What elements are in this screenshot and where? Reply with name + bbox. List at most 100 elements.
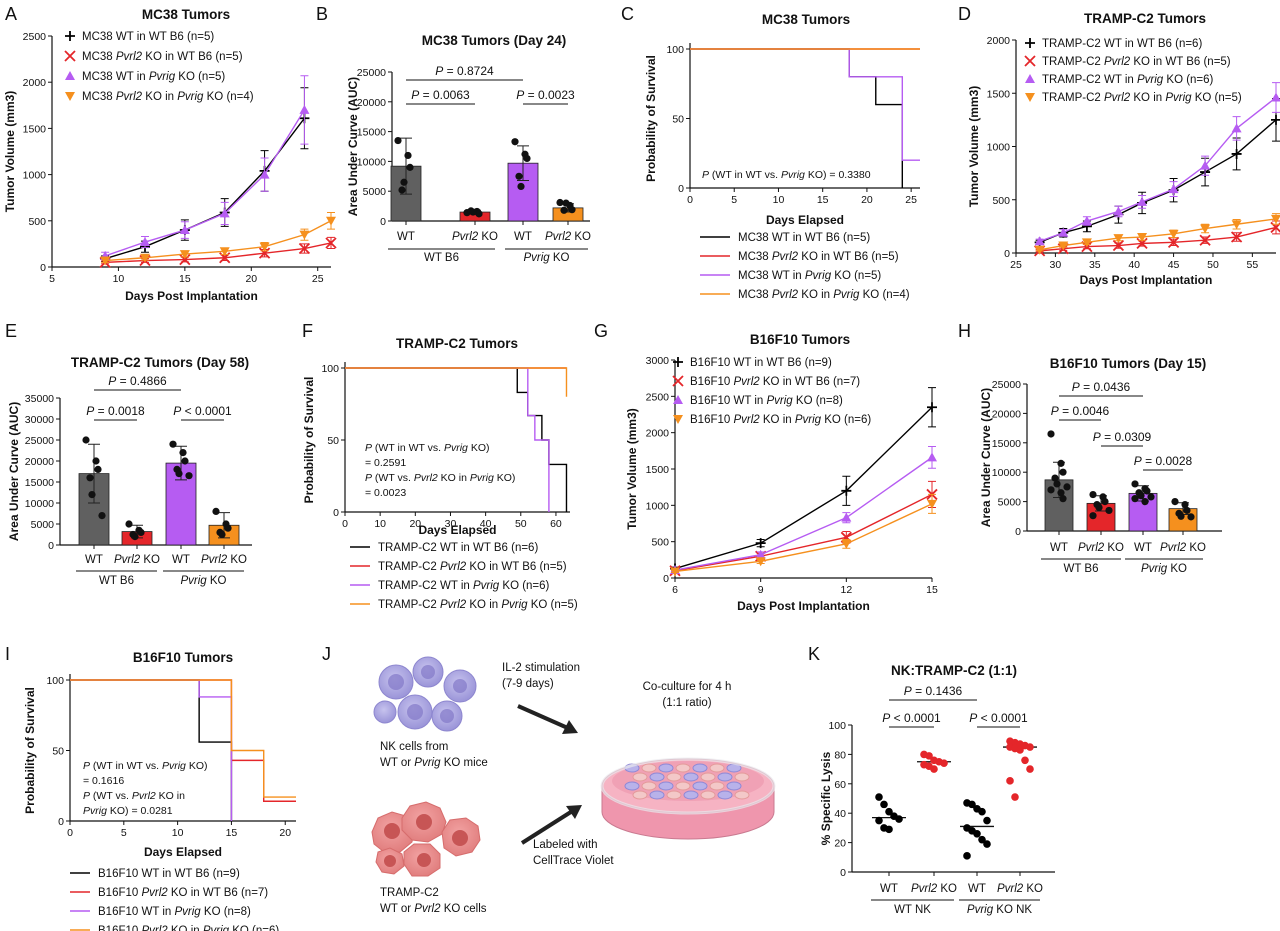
y-tick-label: 25000	[25, 435, 54, 447]
data-point	[1171, 498, 1179, 506]
y-axis-label: Probability of Survival	[644, 55, 658, 182]
dish-cell	[683, 772, 699, 782]
y-axis-label: Tumor Volume (mm3)	[3, 91, 17, 213]
legend-entry: TRAMP-C2 WT in Pvrig KO (n=6)	[1042, 74, 1214, 86]
chart-title: TRAMP-C2 Tumors	[396, 336, 518, 351]
data-point	[1199, 234, 1211, 246]
y-tick-label: 20000	[25, 456, 54, 468]
p-value-label: P = 0.0018	[86, 404, 145, 418]
y-tick-label: 20	[834, 838, 846, 850]
y-axis-label: Area Under Curve (AUC)	[7, 402, 21, 541]
legend-marker	[673, 415, 683, 424]
dish-cell	[641, 763, 657, 773]
x-axis-label: Days Post Implantation	[737, 599, 870, 613]
y-tick-label: 100	[46, 675, 64, 687]
x-tick-label: 10	[773, 194, 785, 206]
x-tick-label: 25	[905, 194, 917, 206]
dish-cell	[709, 781, 725, 791]
annotation: P (WT in WT vs. Pvrig KO) = 0.3380	[702, 169, 871, 181]
p-value-label: P < 0.0001	[173, 404, 232, 418]
y-tick-label: 1500	[23, 123, 47, 135]
category-label: WT	[880, 883, 898, 895]
dish-cell	[632, 772, 648, 782]
legend-entry: MC38 WT in WT B6 (n=5)	[82, 31, 214, 43]
data-point	[1137, 233, 1148, 243]
data-point	[404, 151, 412, 160]
data-point	[140, 237, 150, 247]
panel-label-f: F	[302, 321, 313, 341]
y-tick-label: 0	[678, 183, 684, 195]
data-point	[670, 567, 680, 577]
data-point	[475, 210, 483, 218]
annotation: Pvrig KO) = 0.0281	[83, 805, 173, 817]
data-point	[1271, 92, 1280, 102]
x-tick-label: 20	[245, 273, 257, 285]
legend-entry: MC38 WT in WT B6 (n=5)	[738, 232, 870, 244]
legend-entry: B16F10 WT in WT B6 (n=9)	[690, 357, 832, 369]
y-tick-label: 0	[1015, 526, 1021, 538]
legend-entry: B16F10 WT in Pvrig KO (n=8)	[690, 395, 843, 407]
labeled-line1: Labeled with	[533, 839, 598, 851]
data-point	[1058, 227, 1069, 237]
data-point	[1231, 123, 1242, 133]
y-tick-label: 15000	[25, 477, 54, 489]
category-label: WT	[968, 883, 986, 895]
survival-curve	[345, 367, 568, 512]
data-point	[927, 402, 937, 413]
data-point	[259, 169, 270, 179]
chart-title: B16F10 Tumors (Day 15)	[1050, 356, 1207, 371]
data-point	[299, 230, 310, 240]
y-tick-label: 1500	[987, 88, 1011, 100]
series-line	[104, 109, 306, 257]
data-point	[1231, 220, 1242, 230]
x-tick-label: 5	[731, 194, 737, 206]
data-point	[885, 807, 893, 816]
data-point	[299, 104, 310, 114]
x-tick-label: 5	[121, 827, 127, 839]
chart-k: NK:TRAMP-C2 (1:1) 0 20 40 60 80 100 % Specific …	[819, 663, 1055, 916]
legend-entry: B16F10 Pvrl2 KO in WT B6 (n=7)	[690, 376, 860, 388]
data-point	[1187, 513, 1195, 521]
y-tick-label: 1000	[646, 500, 670, 512]
data-point	[1063, 483, 1071, 491]
series-2	[670, 445, 937, 575]
data-point	[968, 800, 976, 809]
x-tick-label: 10	[113, 273, 125, 285]
data-point	[517, 182, 525, 191]
data-point	[82, 436, 90, 444]
data-point	[92, 457, 100, 465]
x-axis-label: Days Elapsed	[766, 213, 844, 227]
series-line	[1039, 218, 1277, 251]
data-point	[927, 452, 937, 462]
y-tick-label: 0	[380, 216, 386, 228]
y-tick-label: 0	[1004, 248, 1010, 260]
panel-label-i: I	[5, 644, 10, 664]
dish-cell	[649, 772, 665, 782]
coculture-line2: (1:1 ratio)	[662, 697, 711, 709]
group-label: Pvrig KO NK	[967, 904, 1033, 916]
dish-cell	[675, 763, 691, 773]
x-tick-label: 9	[758, 584, 764, 596]
data-point	[137, 528, 145, 537]
y-tick-label: 15000	[992, 438, 1021, 450]
data-point	[523, 154, 531, 163]
legend-entry: MC38 WT in Pvrig KO (n=5)	[738, 270, 881, 282]
panel-label-j: J	[322, 644, 331, 664]
p-value-label: P < 0.0001	[882, 711, 941, 725]
x-tick-label: 15	[817, 194, 829, 206]
category-label: WT	[1134, 542, 1152, 554]
p-value-label: P = 0.0023	[516, 88, 575, 102]
data-point	[185, 472, 193, 480]
data-point	[568, 206, 576, 214]
dish-cell	[692, 781, 708, 791]
data-point	[1034, 236, 1045, 246]
x-axis-label: Days Elapsed	[144, 845, 222, 859]
chart-title: TRAMP-C2 Tumors	[1084, 11, 1206, 26]
x-tick-label: 45	[1168, 259, 1180, 271]
data-point	[973, 829, 981, 838]
data-point	[875, 816, 883, 825]
legend-entry: MC38 WT in Pvrig KO (n=5)	[82, 71, 225, 83]
chart-e: TRAMP-C2 Tumors (Day 58) 0 5000 10000 15000 2…	[7, 355, 252, 587]
chart-h: B16F10 Tumors (Day 15) 0 5000 10000 15000 200…	[979, 356, 1222, 575]
